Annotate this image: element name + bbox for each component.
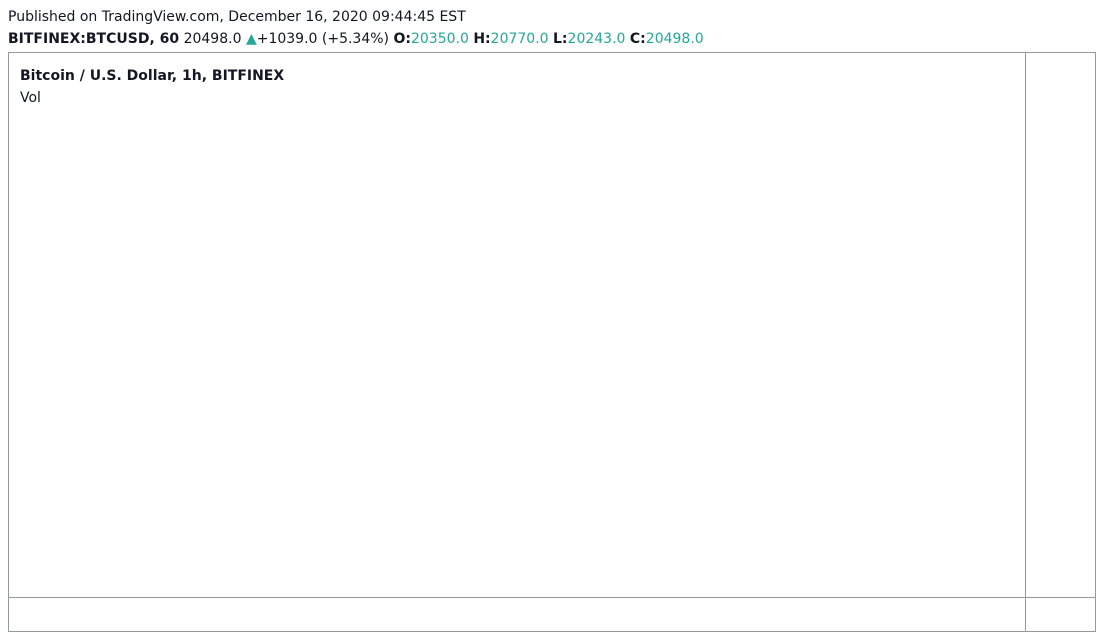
ohlc-value: 20770.0 <box>490 31 549 47</box>
header: Published on TradingView.com, December 1… <box>8 6 704 50</box>
chart-title: Bitcoin / U.S. Dollar, 1h, BITFINEX <box>20 68 284 84</box>
last: 20498.0 <box>183 31 242 47</box>
volume-label: Vol <box>20 90 41 106</box>
change: +1039.0 (+5.34%) <box>256 31 390 47</box>
up-arrow: ▲ <box>245 31 257 47</box>
published: Published on TradingView.com, December 1… <box>8 9 466 25</box>
ohlc-value: 20350.0 <box>410 31 469 47</box>
ohlc-label: L: <box>553 31 568 47</box>
ohlc-label: H: <box>473 31 491 47</box>
ohlc-label: C: <box>629 31 646 47</box>
quote-line: BITFINEX:BTCUSD, 60 20498.0 ▲+1039.0 (+5… <box>8 28 704 50</box>
ohlc-label: O: <box>393 31 411 47</box>
symbol: BITFINEX:BTCUSD, 60 <box>8 31 180 47</box>
ohlc-value: 20243.0 <box>567 31 626 47</box>
chart-frame <box>8 52 1096 632</box>
ohlc-value: 20498.0 <box>645 31 704 47</box>
